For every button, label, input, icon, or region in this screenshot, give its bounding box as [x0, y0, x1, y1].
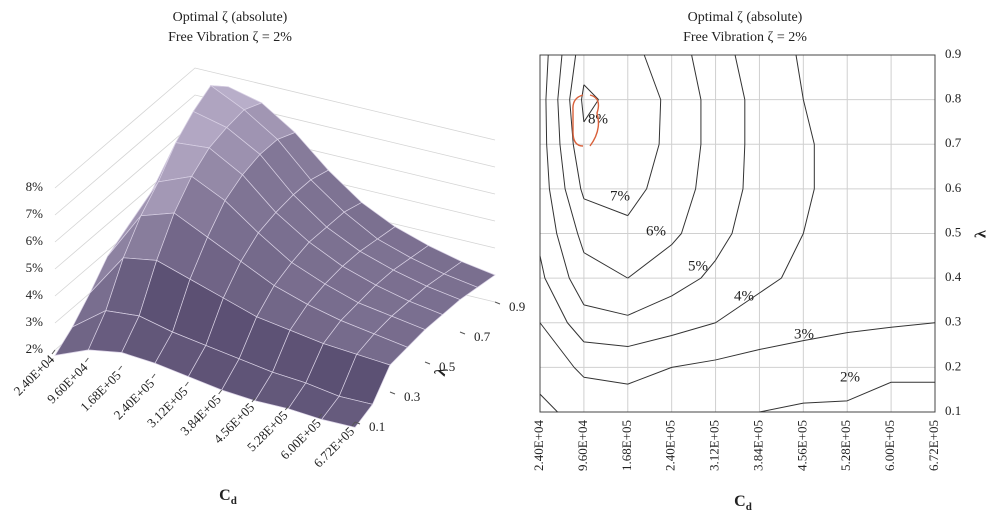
- z-tick-label: 8%: [26, 179, 44, 194]
- y-tick-label: 0.8: [945, 91, 961, 106]
- y-tick: [424, 361, 431, 365]
- chart-title: Optimal ζ (absolute): [688, 10, 803, 25]
- contour-line: [557, 54, 702, 279]
- x-tick: [151, 373, 156, 379]
- y-tick-label: 0.9: [945, 46, 961, 61]
- y-axis-title: λ: [973, 230, 990, 238]
- y-tick-label: 0.3: [945, 314, 961, 329]
- highlight-bracket: [572, 94, 600, 147]
- surface-plot: 2%3%4%5%6%7%8%2.40E+049.60E+041.68E+052.…: [11, 67, 525, 470]
- x-tick-label: 2.40E+04: [531, 420, 546, 472]
- z-tick-label: 4%: [26, 287, 44, 302]
- x-tick-label: 6.72E+05: [926, 420, 941, 471]
- x-tick-label: 2.40E+05: [663, 420, 678, 471]
- y-tick-label: 0.6: [945, 180, 962, 195]
- grid-line: [54, 94, 496, 216]
- x-axis-title-main: C: [219, 487, 231, 504]
- y-tick-label: 0.5: [945, 224, 961, 239]
- chart-subtitle: Free Vibration ζ = 2%: [683, 30, 807, 45]
- z-tick-label: 2%: [26, 341, 44, 356]
- grid-line: [54, 67, 496, 189]
- contour-plot: 2.40E+04 9.60E+04 1.68E+05 2.40E+05 3.12E+05…: [531, 46, 962, 471]
- x-axis-title-main: C: [734, 493, 746, 510]
- x-tick: [184, 381, 189, 387]
- contour-line: [581, 84, 599, 123]
- chart-subtitle: Free Vibration ζ = 2%: [168, 30, 292, 45]
- x-tick: [284, 405, 289, 411]
- z-tick-label: 3%: [26, 314, 44, 329]
- x-tick: [118, 365, 123, 371]
- x-axis-title-sub: d: [746, 501, 752, 513]
- contour-label: 6%: [646, 223, 666, 239]
- y-tick-label: 0.2: [945, 358, 961, 373]
- y-tick-label: 0.5: [439, 359, 455, 374]
- x-axis-title: Cd: [219, 487, 237, 507]
- x-tick-label: 9.60E+04: [575, 420, 590, 472]
- contour-line: [539, 54, 815, 348]
- y-tick-label: 0.4: [945, 269, 962, 284]
- x-tick: [318, 413, 323, 419]
- x-tick-label: 3.12E+05: [707, 420, 722, 471]
- contour-line: [545, 54, 746, 316]
- x-tick: [251, 397, 256, 403]
- chart-title: Optimal ζ (absolute): [173, 10, 288, 25]
- x-tick-label: 6.00E+05: [882, 420, 897, 471]
- y-tick-label: 0.1: [945, 403, 961, 418]
- x-tick: [51, 349, 56, 355]
- y-tick-label: 0.7: [945, 135, 962, 150]
- y-tick: [459, 331, 466, 335]
- z-tick-label: 6%: [26, 233, 44, 248]
- contour-line: [539, 381, 935, 413]
- contour-label: 4%: [734, 288, 754, 304]
- contour-label: 2%: [840, 369, 860, 385]
- y-tick-label: 0.3: [404, 389, 420, 404]
- x-tick-label: 3.84E+05: [750, 420, 765, 471]
- contour-line: [569, 54, 662, 217]
- x-axis-title-sub: d: [231, 495, 237, 507]
- y-tick: [389, 391, 396, 395]
- x-tick-label: 5.28E+05: [838, 420, 853, 471]
- x-tick: [218, 389, 223, 395]
- y-tick-label: 0.7: [474, 329, 491, 344]
- y-tick-label: 0.1: [369, 419, 385, 434]
- contour-line: [539, 322, 936, 385]
- x-tick: [84, 357, 89, 363]
- contour-label: 3%: [794, 326, 814, 342]
- x-axis-title: Cd: [734, 493, 752, 513]
- y-tick: [494, 301, 501, 305]
- x-tick-label: 1.68E+05: [619, 420, 634, 471]
- z-tick-label: 7%: [26, 206, 44, 221]
- z-tick-label: 5%: [26, 260, 44, 275]
- contour-label: 5%: [688, 258, 708, 274]
- x-tick: [351, 421, 356, 427]
- y-tick: [354, 421, 361, 425]
- x-tick-label: 4.56E+05: [794, 420, 809, 471]
- plot-frame: [539, 54, 936, 413]
- contour-label: 7%: [610, 188, 630, 204]
- y-tick-label: 0.9: [509, 299, 525, 314]
- surface-patch: [321, 395, 374, 428]
